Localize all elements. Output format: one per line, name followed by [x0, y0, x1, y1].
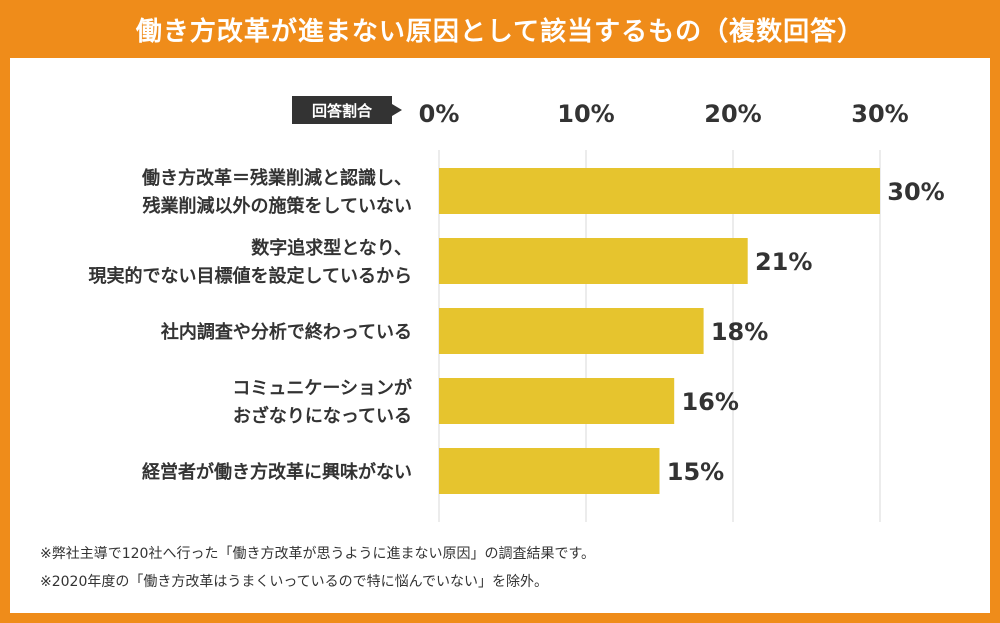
- footnote-1: ※弊社主導で120社へ行った「働き方改革が思うように進まない原因」の調査結果です…: [40, 546, 596, 562]
- bar-2: [439, 238, 748, 284]
- value-label-1: 30%: [887, 178, 944, 206]
- chart-title: 働き方改革が進まない原因として該当するもの（複数回答）: [135, 16, 865, 47]
- category-label-1-line-1: 働き方改革＝残業削減と認識し、: [141, 167, 412, 189]
- value-label-5: 15%: [667, 458, 724, 486]
- category-label-5-line-1: 経営者が働き方改革に興味がない: [142, 461, 412, 483]
- value-label-2: 21%: [755, 248, 812, 276]
- category-label-3-line-1: 社内調査や分析で終わっている: [161, 321, 412, 343]
- category-label-2-line-1: 数字追求型となり、: [251, 237, 412, 259]
- footnote-2: ※2020年度の「働き方改革はうまくいっているので特に悩んでいない」を除外。: [40, 574, 548, 590]
- tick-label-20: 20%: [704, 100, 761, 128]
- category-label-1-line-2: 残業削減以外の施策をしていない: [143, 195, 412, 217]
- bar-3: [439, 308, 704, 354]
- category-label-4-line-2: おざなりになっている: [233, 405, 412, 427]
- tick-label-10: 10%: [557, 100, 614, 128]
- tick-label-30: 30%: [851, 100, 908, 128]
- category-label-2-line-2: 現実的でない目標値を設定しているから: [89, 265, 412, 287]
- tick-label-0: 0%: [419, 100, 460, 128]
- bar-4: [439, 378, 675, 424]
- axis-label-badge: 回答割合: [292, 96, 402, 124]
- bar-1: [439, 168, 880, 214]
- bar-5: [439, 448, 660, 494]
- value-label-3: 18%: [711, 318, 768, 346]
- category-label-4-line-1: コミュニケーションが: [232, 377, 412, 399]
- value-label-4: 16%: [681, 388, 738, 416]
